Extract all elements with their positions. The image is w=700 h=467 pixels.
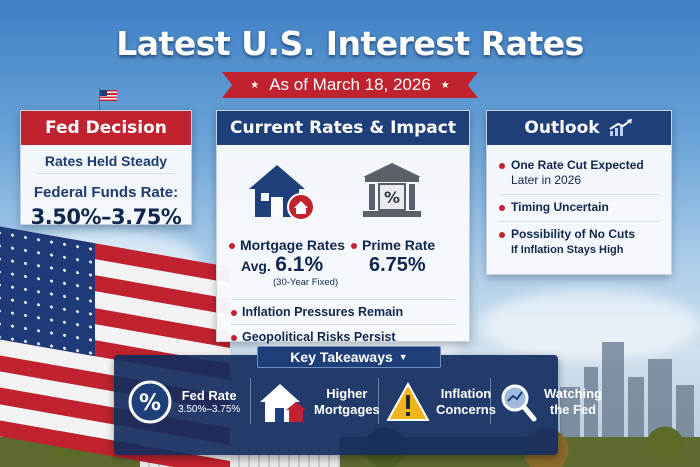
list-item: One Rate Cut Expected Later in 2026 — [499, 153, 659, 195]
mortgage-rate-value: Avg. 6.1% — [241, 253, 324, 276]
mortgage-note: (30-Year Fixed) — [273, 277, 339, 288]
outlook-heading: Outlook — [487, 111, 671, 145]
fed-status: Rates Held Steady — [44, 153, 168, 169]
mortgage-rates-label: Mortgage Rates — [229, 237, 345, 253]
list-item: Timing Uncertain — [499, 195, 659, 222]
takeaway-fed-rate: % Fed Rate 3.50%–3.75% — [128, 372, 240, 432]
title-banner: Latest U.S. Interest Rates — [100, 18, 600, 68]
fed-rate-label: Federal Funds Rate: — [33, 184, 179, 201]
list-item: Inflation Pressures Remain — [231, 299, 455, 324]
small-flagpole — [99, 88, 100, 110]
impact-list: Inflation Pressures Remain Geopolitical … — [217, 293, 469, 349]
star-icon: ★ — [440, 79, 450, 91]
fed-decision-panel: Fed Decision Rates Held Steady Federal F… — [20, 110, 192, 229]
key-takeaways-bar — [114, 355, 558, 455]
current-rates-icons: % — [217, 145, 469, 233]
house-icon — [260, 384, 306, 422]
svg-text:%: % — [139, 391, 161, 416]
divider — [37, 173, 175, 174]
current-rates-heading: Current Rates & Impact — [217, 111, 469, 145]
list-item: Possibility of No Cuts If Inflation Stays… — [499, 222, 659, 264]
takeaway-mortgages: Higher Mortgages — [258, 372, 380, 432]
warning-icon — [386, 381, 430, 421]
divider — [490, 378, 491, 424]
house-icon — [249, 165, 315, 221]
percent-icon: % — [128, 380, 172, 424]
fed-rate-value: 3.50%–3.75% — [30, 205, 182, 229]
key-takeaways-heading: Key Takeaways ▼ — [257, 346, 441, 368]
outlook-list: One Rate Cut Expected Later in 2026 Timin… — [487, 145, 671, 264]
cloud — [480, 290, 700, 360]
divider — [250, 378, 251, 424]
small-us-flag-icon — [100, 90, 117, 101]
outlook-panel: Outlook One Rate Cut Expected Later in 20… — [486, 110, 672, 275]
divider — [378, 378, 379, 424]
magnifier-icon — [501, 384, 537, 422]
flag-canton — [0, 222, 95, 357]
chevron-down-icon: ▼ — [398, 352, 408, 362]
prime-rate-value: 6.75% — [369, 254, 426, 276]
trend-up-icon — [609, 119, 632, 136]
list-item: Geopolitical Risks Persist — [231, 324, 455, 349]
bank-icon: % — [363, 163, 421, 217]
page-title: Latest U.S. Interest Rates — [116, 23, 584, 63]
star-icon: ★ — [250, 79, 260, 91]
prime-rate-label: Prime Rate — [351, 237, 435, 253]
current-rates-panel: Current Rates & Impact % Mortgage Rates … — [216, 110, 470, 344]
date-label: As of March 18, 2026 — [269, 75, 431, 94]
rates-row: Mortgage Rates Avg. 6.1% (30-Year Fixed)… — [217, 233, 469, 293]
fed-decision-heading: Fed Decision — [21, 111, 191, 145]
takeaway-watching-fed: Watching the Fed — [498, 372, 602, 432]
svg-text:%: % — [384, 188, 400, 207]
date-ribbon: ★ As of March 18, 2026 ★ — [222, 72, 478, 98]
takeaway-inflation: Inflation Concerns — [386, 372, 496, 432]
